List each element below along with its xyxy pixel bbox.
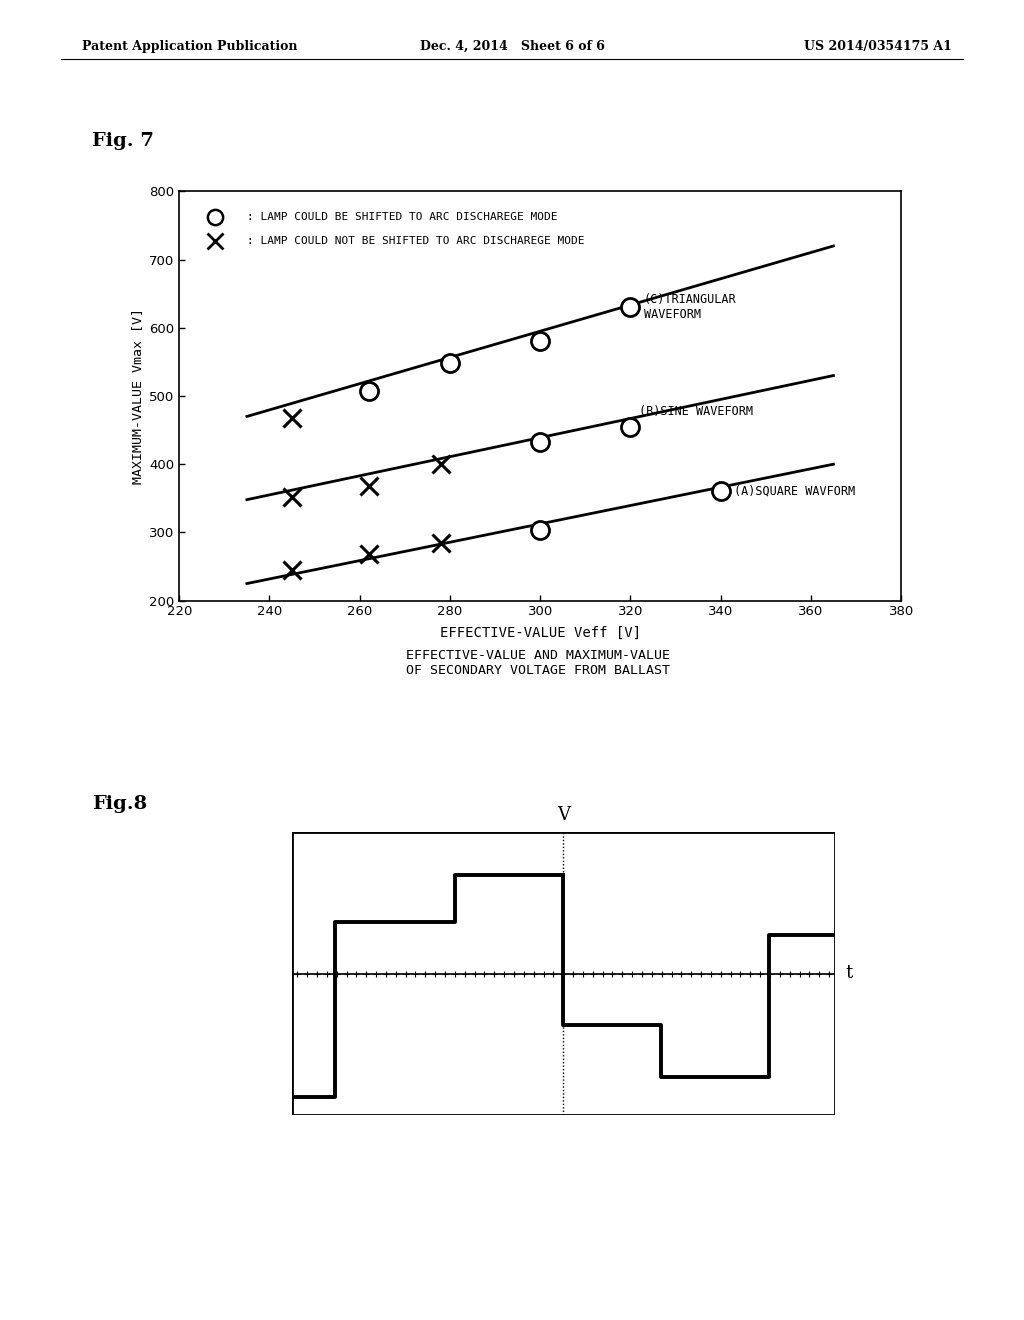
Text: t: t bbox=[846, 965, 853, 982]
Text: : LAMP COULD BE SHIFTED TO ARC DISCHAREGE MODE: : LAMP COULD BE SHIFTED TO ARC DISCHAREG… bbox=[247, 213, 557, 222]
Text: (B)SINE WAVEFORM: (B)SINE WAVEFORM bbox=[639, 405, 754, 418]
Text: Dec. 4, 2014   Sheet 6 of 6: Dec. 4, 2014 Sheet 6 of 6 bbox=[420, 40, 604, 53]
Text: US 2014/0354175 A1: US 2014/0354175 A1 bbox=[805, 40, 952, 53]
Text: EFFECTIVE-VALUE AND MAXIMUM-VALUE
OF SECONDARY VOLTAGE FROM BALLAST: EFFECTIVE-VALUE AND MAXIMUM-VALUE OF SEC… bbox=[406, 649, 670, 677]
Text: (A)SQUARE WAVFORM: (A)SQUARE WAVFORM bbox=[734, 484, 855, 498]
Text: V: V bbox=[557, 805, 569, 824]
Text: (C)TRIANGULAR
WAVEFORM: (C)TRIANGULAR WAVEFORM bbox=[644, 293, 736, 321]
Text: : LAMP COULD NOT BE SHIFTED TO ARC DISCHAREGE MODE: : LAMP COULD NOT BE SHIFTED TO ARC DISCH… bbox=[247, 235, 585, 246]
Text: Fig. 7: Fig. 7 bbox=[92, 132, 154, 150]
Text: Fig.8: Fig.8 bbox=[92, 795, 147, 813]
Text: Patent Application Publication: Patent Application Publication bbox=[82, 40, 297, 53]
X-axis label: EFFECTIVE-VALUE Veff [V]: EFFECTIVE-VALUE Veff [V] bbox=[439, 626, 641, 639]
Y-axis label: MAXIMUM-VALUE Vmax [V]: MAXIMUM-VALUE Vmax [V] bbox=[130, 308, 143, 484]
